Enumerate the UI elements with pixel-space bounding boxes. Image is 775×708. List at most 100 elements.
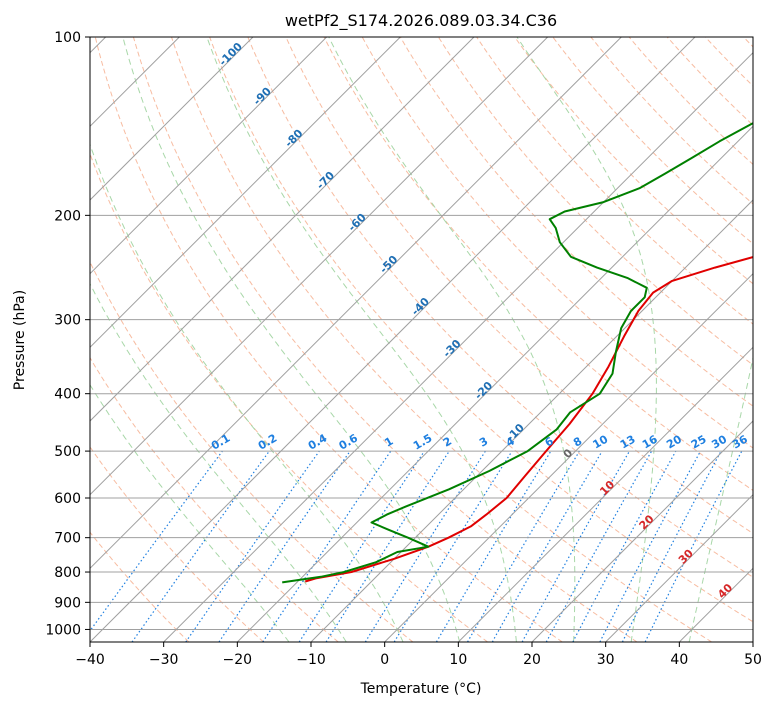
y-tick-label: 500 <box>54 444 81 460</box>
mixing-ratio-label: 1 <box>382 435 395 450</box>
dry-adiabat-line <box>552 37 753 245</box>
isotherm-line <box>90 37 401 349</box>
y-tick-label: 1000 <box>45 622 81 638</box>
mixing-ratio-line <box>90 450 223 632</box>
isotherm-line <box>163 51 753 642</box>
isotherm-label: -30 <box>440 337 463 360</box>
x-tick-label: 50 <box>744 652 762 668</box>
dry-adiabat-line <box>90 152 488 642</box>
y-tick-label: 400 <box>54 387 81 403</box>
mixing-ratio-line <box>298 450 425 642</box>
isobar-grid <box>90 37 753 630</box>
mixing-ratio-label: 20 <box>664 432 684 451</box>
x-tick-label: −20 <box>223 652 253 668</box>
isotherm-label: -50 <box>377 253 400 276</box>
isotherm-label: -20 <box>472 379 495 402</box>
x-tick-label: 20 <box>523 652 541 668</box>
isotherm-line <box>310 199 753 642</box>
isotherm-line <box>90 37 254 201</box>
dry-adiabat-line <box>437 37 753 366</box>
mixing-ratio-label: 36 <box>730 432 750 451</box>
isotherm-line <box>531 420 753 642</box>
mixing-ratio-label: 13 <box>618 433 638 452</box>
mixing-ratio-line <box>644 450 743 642</box>
y-tick-label: 800 <box>54 565 81 581</box>
isotherm-line <box>236 125 753 642</box>
mixing-ratio-label: 16 <box>640 432 660 451</box>
mixing-ratio-line <box>435 450 552 642</box>
x-tick-label: 30 <box>597 652 615 668</box>
dewpoint-profile <box>282 122 753 584</box>
moist-adiabat-line <box>516 37 657 642</box>
moist-adiabat-line <box>122 37 461 642</box>
dry-adiabat-line <box>323 37 753 491</box>
x-tick-label: 0 <box>380 652 389 668</box>
dry-adiabat-line <box>247 37 753 578</box>
y-tick-label: 700 <box>54 531 81 547</box>
moist-adiabat-line <box>688 355 753 642</box>
y-axis-label: Pressure (hPa) <box>12 290 28 390</box>
mixing-ratio-line <box>521 450 631 642</box>
isotherm-grid <box>90 37 753 642</box>
isotherm-label: -60 <box>346 211 369 234</box>
dry-adiabat-line <box>704 37 753 87</box>
x-tick-label: 10 <box>449 652 467 668</box>
x-tick-label: 40 <box>670 652 688 668</box>
dry-adiabat-line <box>90 260 414 642</box>
dry-adiabat-line <box>514 37 753 285</box>
y-axis: 100 200 300 400 500 600 700 800 900 1000 <box>45 30 90 638</box>
isotherm-line <box>90 37 475 422</box>
moist-adiabat-line <box>90 142 404 642</box>
isotherm-line <box>752 641 753 642</box>
dry-adiabat-line <box>476 37 753 325</box>
isotherm-line <box>384 272 753 642</box>
dry-adiabat-line <box>171 37 712 642</box>
dry-adiabat-line <box>90 446 264 642</box>
mixing-ratio-label: 1.5 <box>411 432 434 453</box>
mixing-ratio-line <box>218 450 351 642</box>
isotherm-label: 30 <box>676 547 696 567</box>
dry-adiabat-line <box>94 37 563 642</box>
x-tick-label: −10 <box>296 652 326 668</box>
plot-frame <box>89 36 754 643</box>
y-tick-label: 300 <box>54 313 81 329</box>
isotherm-label: -70 <box>314 169 337 192</box>
isotherm-label: 40 <box>715 581 735 601</box>
mixing-ratio-line <box>545 450 653 642</box>
y-tick-label: 900 <box>54 595 81 611</box>
isotherm-label: -90 <box>251 85 274 108</box>
y-tick-label: 200 <box>54 208 81 224</box>
moist-adiabat-line <box>90 383 290 642</box>
isotherm-label: 10 <box>597 478 617 498</box>
mixing-ratio-label: 0.1 <box>209 432 232 453</box>
mixing-ratio-label: 10 <box>591 432 611 451</box>
x-axis-label: Temperature (°C) <box>360 681 482 697</box>
mixing-ratio-line <box>572 450 677 642</box>
mixing-ratio-line <box>185 450 320 642</box>
x-axis: −40 −30 −20 −10 0 10 20 30 40 50 <box>75 642 762 668</box>
moist-adiabat-line <box>206 37 517 642</box>
isotherm-line <box>678 567 753 642</box>
isotherm-line <box>90 37 549 496</box>
isotherm-label: 20 <box>637 512 657 532</box>
isotherm-line <box>90 37 622 570</box>
dry-adiabat-line <box>90 531 190 642</box>
isotherm-line <box>90 37 696 642</box>
moist-adiabat-line <box>90 282 347 642</box>
mixing-ratio-lines <box>90 450 743 642</box>
y-tick-label: 600 <box>54 491 81 507</box>
dry-adiabat-line <box>209 37 753 623</box>
x-tick-label: −40 <box>75 652 105 668</box>
isotherm-line <box>90 37 328 275</box>
isotherm-label: -100 <box>216 40 245 69</box>
mixing-ratio-label: 0.4 <box>306 431 330 452</box>
mixing-ratio-line <box>599 450 702 642</box>
dry-adiabat-line <box>399 37 753 407</box>
dry-adiabat-line <box>90 356 339 642</box>
mixing-ratio-label: 2 <box>441 435 454 450</box>
moist-adiabats <box>90 37 753 642</box>
chart-title: wetPf2_S174.2026.089.03.34.C36 <box>285 11 557 31</box>
mixing-ratio-line <box>262 450 392 642</box>
mixing-ratio-label: 25 <box>689 433 709 452</box>
